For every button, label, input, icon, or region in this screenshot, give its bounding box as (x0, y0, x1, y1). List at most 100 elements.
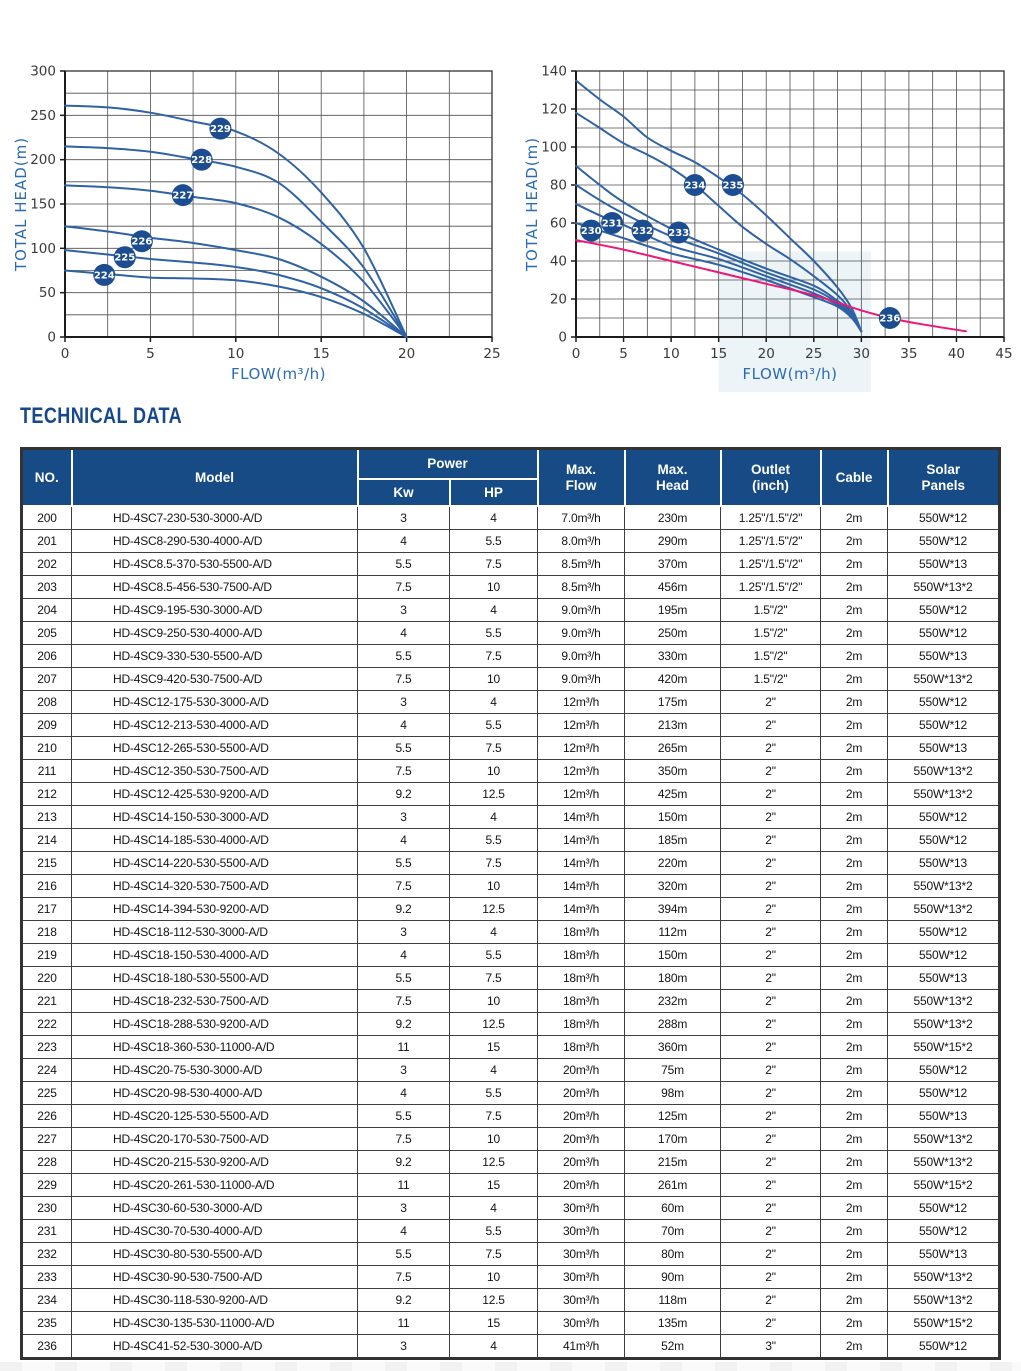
model-cell: HD-4SC30-90-530-7500-A/D (71, 1265, 358, 1289)
table-cell: 12.5 (448, 782, 539, 806)
table-cell: 7.5 (357, 989, 450, 1013)
table-cell: 218 (21, 920, 72, 944)
table-cell: 550W*13*2 (887, 782, 1001, 806)
table-cell: 4 (357, 828, 450, 852)
table-cell: 550W*12 (887, 828, 1001, 852)
table-cell: 425m (624, 782, 722, 806)
table-row: 233 HD-4SC30-90-530-7500-A/D 7.5 10 30m³/h 90… (21, 1265, 1001, 1289)
table-cell: 9.0m³/h (537, 598, 626, 622)
x-tick-label: 40 (948, 346, 965, 362)
table-header: NO. Model Power Max. Flow Max. Head Outl… (20, 447, 1001, 507)
table-row: 218 HD-4SC18-112-530-3000-A/D 3 4 18m³/h 112m… (21, 920, 1001, 944)
y-axis-title: TOTAL HEAD(m) (523, 137, 541, 272)
model-cell: HD-4SC12-350-530-7500-A/D (71, 759, 358, 783)
table-cell: 12m³/h (537, 736, 626, 760)
table-cell: 11 (357, 1311, 450, 1335)
curve-label-badge (667, 221, 690, 244)
curve-227 (64, 184, 408, 338)
table-cell: 235 (21, 1311, 72, 1335)
table-cell: 4 (357, 1219, 450, 1243)
table-row: 205 HD-4SC9-250-530-4000-A/D 4 5.5 9.0m³/h 25… (21, 621, 1001, 645)
model-cell: HD-4SC14-150-530-3000-A/D (71, 805, 358, 829)
table-row: 210 HD-4SC12-265-530-5500-A/D 5.5 7.5 12m³/h… (21, 736, 1001, 760)
table-row: 223 HD-4SC18-360-530-11000-A/D 11 15 18m³/h 3… (21, 1035, 1001, 1059)
table-cell: 2m (820, 1311, 889, 1335)
curve-label-badge (113, 246, 136, 269)
table-cell: 2" (720, 1288, 822, 1312)
model-cell: HD-4SC30-135-530-11000-A/D (71, 1311, 358, 1335)
table-cell: 550W*13*2 (887, 1150, 1001, 1174)
table-cell: 550W*13*2 (887, 575, 1001, 599)
table-cell: 14m³/h (537, 874, 626, 898)
table-cell: 219 (21, 943, 72, 967)
table-cell: 3 (357, 505, 450, 530)
table-cell: 2" (720, 713, 822, 737)
table-cell: 11 (357, 1035, 450, 1059)
watermark (718, 251, 871, 392)
table-cell: 7.5 (357, 1265, 450, 1289)
curve-236 (575, 239, 967, 333)
curve-label-text: 231 (602, 219, 623, 230)
table-cell: 3 (357, 805, 450, 829)
table-cell: 234 (21, 1288, 72, 1312)
table-cell: 7.5 (448, 851, 539, 875)
model-cell: HD-4SC20-98-530-4000-A/D (71, 1081, 358, 1105)
table-cell: 2m (820, 1196, 889, 1220)
table-row: 214 HD-4SC14-185-530-4000-A/D 4 5.5 14m³/h 18… (21, 828, 1001, 852)
table-cell: 2" (720, 920, 822, 944)
model-cell: HD-4SC9-195-530-3000-A/D (71, 598, 358, 622)
table-cell: 261m (624, 1173, 722, 1197)
table-cell: 118m (624, 1288, 722, 1312)
model-cell: HD-4SC18-112-530-3000-A/D (71, 920, 358, 944)
table-cell: 230m (624, 505, 722, 530)
table-row: 202 HD-4SC8.5-370-530-5500-A/D 5.5 7.5 8.5m³… (21, 552, 1001, 576)
table-cell: 5.5 (357, 1104, 450, 1128)
table-cell: 4 (448, 690, 539, 714)
table-cell: 5.5 (448, 713, 539, 737)
table-cell: 232 (21, 1242, 72, 1266)
table-cell: 550W*13 (887, 966, 1001, 990)
table-cell: 225 (21, 1081, 72, 1105)
table-cell: 2m (820, 1150, 889, 1174)
table-cell: 205 (21, 621, 72, 645)
model-cell: HD-4SC8.5-370-530-5500-A/D (71, 552, 358, 576)
curve-label-badge (130, 230, 153, 253)
table-cell: 550W*12 (887, 529, 1001, 553)
table-cell: 150m (624, 943, 722, 967)
table-cell: 215m (624, 1150, 722, 1174)
curve-label-badge (683, 174, 706, 196)
page-bottom-edge (0, 1362, 1021, 1371)
curve-224 (64, 269, 408, 338)
table-cell: 18m³/h (537, 920, 626, 944)
table-cell: 12m³/h (537, 759, 626, 783)
table-cell: 5.5 (448, 943, 539, 967)
table-cell: 18m³/h (537, 1012, 626, 1036)
table-cell: 18m³/h (537, 943, 626, 967)
table-row: 231 HD-4SC30-70-530-4000-A/D 4 5.5 30m³/h 70m… (21, 1219, 1001, 1243)
table-cell: 224 (21, 1058, 72, 1082)
table-cell: 4 (448, 805, 539, 829)
curve-label-badge (93, 263, 116, 286)
table-cell: 2m (820, 736, 889, 760)
table-cell: 14m³/h (537, 828, 626, 852)
model-cell: HD-4SC18-288-530-9200-A/D (71, 1012, 358, 1036)
table-cell: 7.5 (448, 552, 539, 576)
table-cell: 228 (21, 1150, 72, 1174)
table-cell: 20m³/h (537, 1081, 626, 1105)
table-cell: 550W*13*2 (887, 1288, 1001, 1312)
x-tick-label: 5 (146, 346, 155, 362)
curve-230 (575, 222, 863, 333)
table-row: 217 HD-4SC14-394-530-9200-A/D 9.2 12.5 14m³/… (21, 897, 1001, 921)
table-cell: 550W*13*2 (887, 989, 1001, 1013)
table-cell: 2m (820, 1012, 889, 1036)
table-cell: 232m (624, 989, 722, 1013)
table-cell: 12.5 (448, 897, 539, 921)
table-cell: 30m³/h (537, 1288, 626, 1312)
table-cell: 2m (820, 897, 889, 921)
table-cell: 2" (720, 943, 822, 967)
y-tick-label: 120 (541, 102, 567, 118)
table-cell: 2m (820, 943, 889, 967)
table-cell: 3 (357, 598, 450, 622)
table-cell: 30m³/h (537, 1196, 626, 1220)
curve-226 (64, 225, 408, 338)
